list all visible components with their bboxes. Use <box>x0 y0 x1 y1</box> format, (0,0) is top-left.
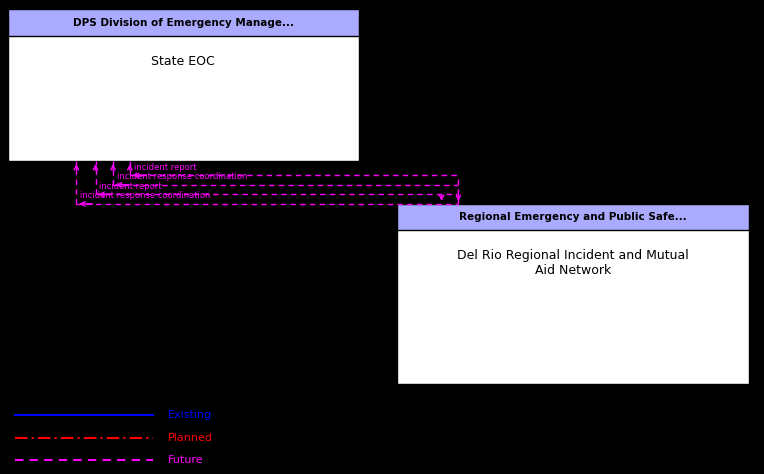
Text: incident response coordination: incident response coordination <box>80 191 211 200</box>
Text: Regional Emergency and Public Safe...: Regional Emergency and Public Safe... <box>459 212 687 222</box>
Text: Future: Future <box>168 455 204 465</box>
Bar <box>397 204 749 230</box>
Bar <box>8 9 359 36</box>
Text: incident report: incident report <box>134 163 196 172</box>
Bar <box>397 204 749 384</box>
Text: incident response coordination: incident response coordination <box>117 172 248 181</box>
Text: incident report: incident report <box>99 182 162 191</box>
Text: Del Rio Regional Incident and Mutual
Aid Network: Del Rio Regional Incident and Mutual Aid… <box>457 249 689 277</box>
Text: Planned: Planned <box>168 432 213 443</box>
Text: State EOC: State EOC <box>151 55 215 67</box>
Bar <box>8 9 359 161</box>
Text: Existing: Existing <box>168 410 212 420</box>
Text: DPS Division of Emergency Manage...: DPS Division of Emergency Manage... <box>73 18 294 27</box>
